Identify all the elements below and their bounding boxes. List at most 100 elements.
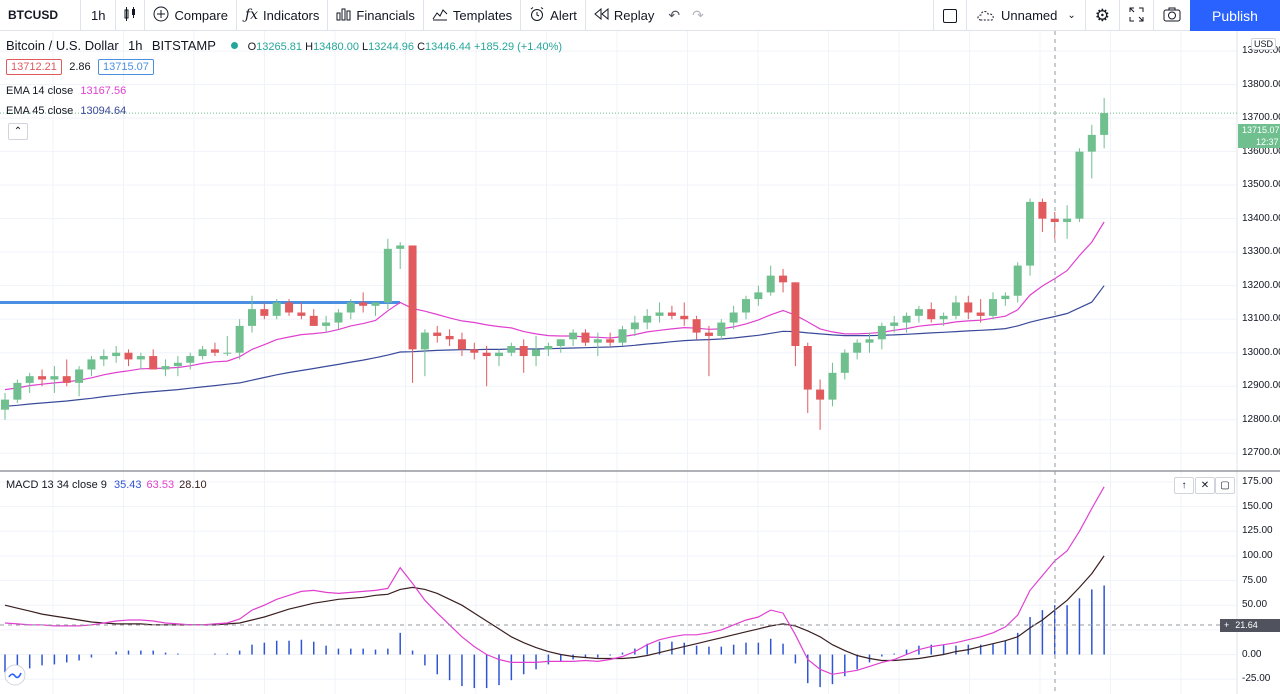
- candle-up: [853, 342, 862, 353]
- candle-down: [964, 302, 973, 313]
- toolbar-divider: [932, 0, 934, 31]
- alert-button[interactable]: Alert: [521, 0, 585, 31]
- toolbar-divider: [965, 0, 967, 31]
- macd-axis-tick: 100.00: [1242, 549, 1273, 561]
- publish-button[interactable]: Publish: [1190, 0, 1280, 31]
- low-value: 13244.96: [368, 41, 415, 53]
- fullscreen-button[interactable]: [1120, 0, 1153, 31]
- chevron-down-icon: ⌄: [1067, 10, 1076, 21]
- toolbar-divider: [1153, 0, 1154, 31]
- price-axis-tick: 12700.00: [1242, 447, 1280, 459]
- alarm-clock-icon: [529, 6, 545, 25]
- multi-layout-button[interactable]: [934, 0, 966, 31]
- symbol-search-button[interactable]: BTCUSD: [8, 8, 58, 22]
- candle-up: [223, 352, 232, 354]
- layout-menu-button[interactable]: Unnamed ⌄: [967, 0, 1085, 31]
- candle-up: [989, 299, 997, 316]
- candle-up: [544, 346, 553, 350]
- compare-button[interactable]: Compare: [145, 0, 235, 31]
- replay-button[interactable]: Replay: [586, 0, 662, 31]
- macd-axis-tick: 175.00: [1242, 475, 1273, 487]
- candle-up: [75, 369, 84, 383]
- candle-up: [235, 325, 244, 353]
- macd-axis-tick: 150.00: [1242, 500, 1273, 512]
- interval-button[interactable]: 1h: [91, 7, 106, 23]
- toolbar-divider: [144, 0, 146, 31]
- alert-label: Alert: [550, 7, 577, 23]
- chart-style-button[interactable]: [116, 0, 144, 31]
- indicators-button[interactable]: ƒx Indicators: [237, 0, 327, 31]
- candle-down: [667, 312, 676, 316]
- candle-up: [1001, 295, 1010, 300]
- toolbar-divider: [115, 0, 117, 31]
- macd-legend[interactable]: MACD 13 34 close 9 35.43 63.53 28.10: [6, 479, 207, 491]
- price-pane: [0, 98, 1237, 430]
- candle-down: [470, 349, 479, 353]
- candle-up: [495, 352, 503, 357]
- maximize-pane-button[interactable]: ▢: [1215, 477, 1235, 494]
- price-axis-tick: 13000.00: [1242, 346, 1280, 358]
- candle-down: [1038, 201, 1047, 219]
- candle-down: [38, 376, 47, 380]
- candle-down: [704, 332, 713, 336]
- candle-up: [334, 312, 343, 323]
- candle-up: [13, 382, 22, 400]
- toolbar-divider: [235, 0, 237, 31]
- price-chart[interactable]: [0, 31, 1280, 694]
- macd-signal-value: 28.10: [179, 479, 207, 491]
- snapshot-button[interactable]: [1154, 0, 1190, 31]
- price-axis-tick: 12800.00: [1242, 413, 1280, 425]
- ask-price[interactable]: 13715.07: [98, 59, 154, 75]
- close-pane-button[interactable]: ✕: [1195, 477, 1215, 494]
- templates-button[interactable]: Templates: [424, 0, 520, 31]
- series-interval: 1h: [128, 38, 143, 53]
- candle-up: [890, 322, 899, 326]
- ema45-label: EMA 45 close: [6, 105, 74, 117]
- ema14-label: EMA 14 close: [6, 85, 74, 97]
- financials-button[interactable]: Financials: [328, 0, 423, 31]
- candle-down: [260, 309, 269, 316]
- macd-axis-tick: 50.00: [1242, 599, 1268, 611]
- currency-label[interactable]: USD: [1251, 38, 1277, 50]
- candle-up: [25, 376, 34, 383]
- price-axis-tick: 13900.00: [1242, 45, 1280, 57]
- price-axis[interactable]: 13900.00 13800.00 13700.00 13600.00 13500.00…: [1237, 31, 1280, 694]
- templates-label: Templates: [452, 7, 513, 23]
- candle-up: [618, 329, 627, 343]
- crosshair-value-label: +21.64: [1220, 619, 1280, 632]
- bid-price[interactable]: 13712.21: [6, 59, 62, 75]
- undo-button[interactable]: ↶: [662, 0, 686, 31]
- ema14-legend[interactable]: EMA 14 close 13167.56: [6, 85, 126, 97]
- candle-down: [62, 376, 71, 383]
- candle-up: [593, 339, 602, 343]
- candle-down: [149, 356, 158, 370]
- candle-up: [396, 245, 405, 249]
- settings-button[interactable]: ⚙: [1086, 0, 1119, 31]
- candle-down: [816, 389, 825, 400]
- ohlc-values: O13265.81 H13480.00 L13244.96 C13446.44 …: [248, 41, 562, 53]
- candle-up: [939, 315, 948, 320]
- close-value: 13446.44: [425, 41, 471, 53]
- candle-up: [322, 322, 331, 326]
- candle-up: [766, 275, 775, 293]
- series-title[interactable]: Bitcoin / U.S. Dollar: [6, 38, 119, 53]
- macd-label: MACD 13 34 close 9: [6, 479, 107, 491]
- candle-up: [1, 399, 9, 410]
- move-pane-up-button[interactable]: ↑: [1174, 477, 1194, 494]
- candle-up: [272, 302, 281, 316]
- candle-up: [717, 322, 726, 336]
- ema45-line: [4, 285, 1105, 407]
- candle-down: [606, 339, 615, 343]
- high-value: 13480.00: [313, 41, 359, 53]
- candle-down: [433, 332, 442, 336]
- candle-up: [383, 248, 392, 303]
- ema45-legend[interactable]: EMA 45 close 13094.64: [6, 105, 126, 117]
- high-label: H: [305, 41, 314, 53]
- collapse-legend-button[interactable]: ⌃: [8, 123, 28, 140]
- market-status-dot: [231, 42, 239, 49]
- close-label: C: [417, 41, 426, 53]
- redo-button[interactable]: ↷: [686, 0, 710, 31]
- macd-axis-tick: 125.00: [1242, 525, 1273, 537]
- candle-down: [124, 352, 133, 360]
- candle-up: [914, 309, 923, 316]
